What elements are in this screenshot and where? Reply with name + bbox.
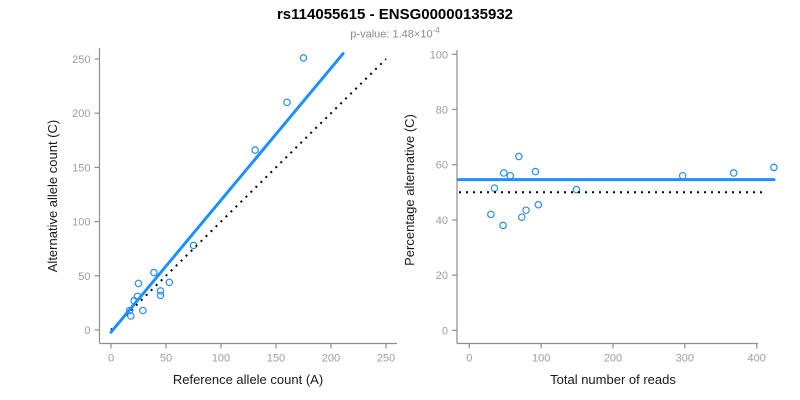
left-y-tick-label: 0 — [84, 325, 90, 337]
right-y-tick-label: 100 — [430, 49, 448, 61]
right-y-tick-label: 60 — [436, 160, 448, 172]
left-data-point — [165, 278, 174, 287]
left-fit-line — [109, 52, 345, 334]
left-x-axis-title: Reference allele count (A) — [173, 372, 323, 387]
left-y-tick-label: 200 — [72, 108, 90, 120]
right-y-axis-title: Percentage alternative (C) — [402, 114, 417, 266]
left-x-tick-label: 150 — [267, 353, 285, 365]
pvalue-exponent: -4 — [432, 26, 440, 35]
left-x-tick-label: 250 — [377, 353, 395, 365]
left-reference-line — [110, 58, 387, 331]
right-x-tick-label: 300 — [676, 353, 694, 365]
right-y-tick-label: 80 — [436, 105, 448, 117]
right-x-axis-title: Total number of reads — [550, 372, 676, 387]
left-y-tick-label: 150 — [72, 162, 90, 174]
right-data-point — [770, 163, 778, 172]
left-data-point — [134, 279, 143, 288]
left-data-point — [251, 146, 259, 154]
left-data-point — [283, 98, 291, 107]
right-x-tick-label: 400 — [748, 353, 766, 365]
left-x-tick-label: 50 — [160, 353, 172, 365]
plot-title: rs114055615 - ENSG00000135932 — [276, 6, 514, 23]
right-y-tick-label: 40 — [436, 215, 448, 227]
right-data-point — [534, 200, 543, 209]
left-data-point — [156, 291, 165, 300]
left-y-tick-label: 50 — [78, 271, 90, 283]
left-data-point — [125, 306, 134, 315]
right-data-point — [531, 167, 540, 176]
right-data-point — [729, 169, 738, 177]
pvalue-text: p-value: 1.48×10 — [350, 28, 433, 41]
right-x-tick-label: 0 — [466, 353, 472, 365]
left-y-tick-label: 100 — [72, 217, 90, 229]
right-data-point — [506, 171, 515, 180]
right-y-tick-label: 0 — [442, 325, 448, 337]
left-data-point — [150, 268, 158, 277]
left-data-point — [127, 312, 135, 320]
left-x-tick-label: 200 — [322, 353, 340, 365]
right-x-tick-label: 100 — [532, 353, 550, 365]
right-data-point — [522, 206, 530, 215]
right-y-tick-label: 20 — [436, 270, 448, 282]
left-data-point — [156, 287, 165, 295]
pvalue-subtitle: p-value: 1.48×10-4 — [0, 26, 790, 41]
left-data-point — [299, 54, 308, 62]
right-x-tick-label: 200 — [604, 353, 622, 365]
left-x-tick-label: 0 — [108, 353, 114, 365]
right-data-point — [499, 221, 507, 230]
right-data-point — [499, 169, 508, 177]
right-data-point — [572, 185, 581, 194]
left-data-point — [139, 306, 147, 315]
left-x-tick-label: 100 — [212, 353, 230, 365]
right-data-point — [490, 184, 499, 192]
left-y-axis-title: Alternative allele count (C) — [45, 120, 60, 272]
right-data-point — [678, 171, 687, 180]
right-data-point — [517, 213, 526, 221]
right-data-point — [487, 210, 495, 219]
left-y-tick-label: 250 — [72, 54, 90, 66]
right-data-point — [515, 152, 523, 161]
